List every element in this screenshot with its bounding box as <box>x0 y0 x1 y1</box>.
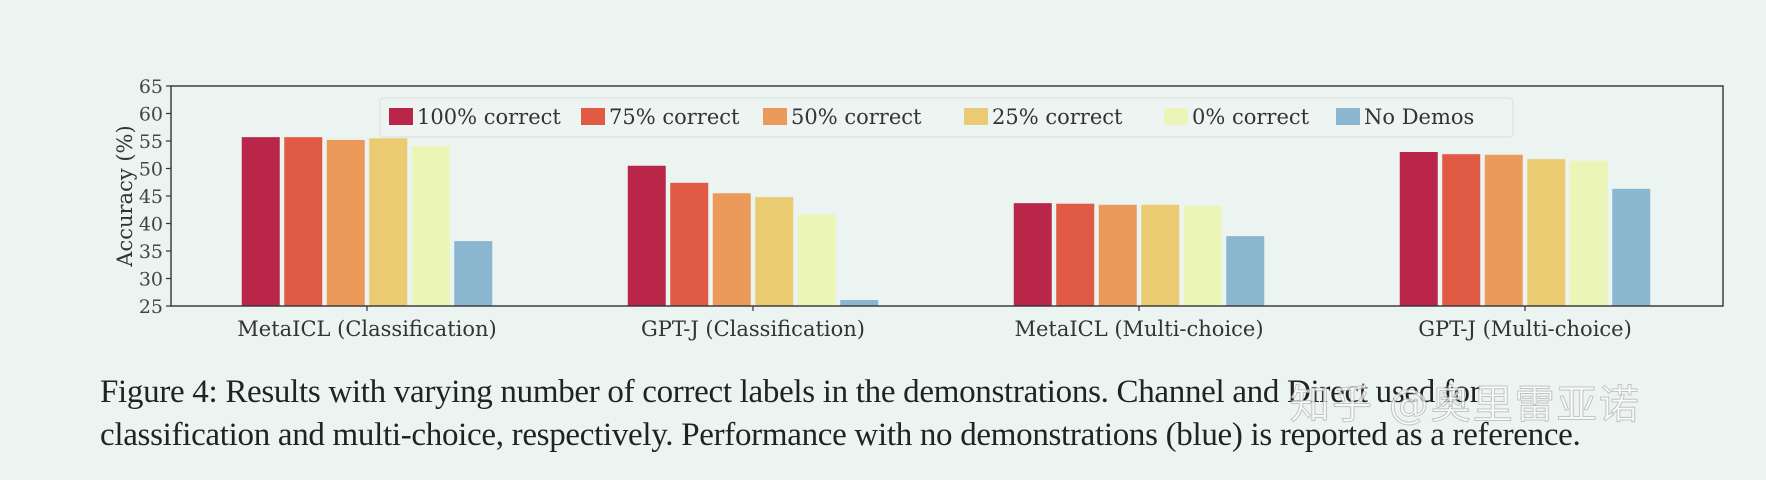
bar <box>1056 203 1095 306</box>
bar <box>1569 160 1608 306</box>
legend-swatch <box>389 108 413 125</box>
bar <box>1141 204 1180 306</box>
legend-label: 50% correct <box>791 105 922 129</box>
watermark: 知乎 @奥里雷亚诺 <box>1290 382 1641 429</box>
bar <box>627 165 666 306</box>
y-tick-label: 50 <box>139 159 163 181</box>
y-tick-label: 55 <box>139 131 163 153</box>
legend-swatch <box>964 108 988 125</box>
bar <box>284 137 323 306</box>
bar <box>1612 188 1651 306</box>
bar <box>454 241 493 306</box>
bar <box>670 182 709 306</box>
caption-line-2: classification and multi-choice, respect… <box>100 417 1581 453</box>
legend-label: No Demos <box>1364 105 1474 129</box>
bar <box>1226 236 1265 306</box>
y-tick-label: 65 <box>139 76 163 98</box>
bar <box>712 193 751 306</box>
y-axis-label: Accuracy (%) <box>113 125 137 267</box>
y-tick-label: 45 <box>139 186 163 208</box>
legend-label: 100% correct <box>417 105 561 129</box>
bar <box>1442 154 1481 306</box>
legend-swatch <box>1336 108 1360 125</box>
y-tick-label: 30 <box>139 269 163 291</box>
legend-label: 75% correct <box>609 105 740 129</box>
legend-swatch <box>581 108 605 125</box>
legend-swatch <box>763 108 787 125</box>
caption-line-1: Figure 4: Results with varying number of… <box>100 374 1481 410</box>
x-tick-label: MetaICL (Classification) <box>237 317 496 341</box>
x-tick-label: GPT-J (Classification) <box>641 317 865 341</box>
bar <box>1527 159 1566 306</box>
legend-label: 0% correct <box>1192 105 1310 129</box>
bar <box>1183 205 1222 306</box>
bar <box>840 299 879 306</box>
bar <box>755 197 794 306</box>
legend <box>379 97 1514 138</box>
bar <box>326 139 365 306</box>
x-tick-label: GPT-J (Multi-choice) <box>1418 317 1632 341</box>
legend-label: 25% correct <box>992 105 1123 129</box>
bar-chart: MetaICL (Classification) GPT-J (Classific… <box>113 76 1724 341</box>
bar <box>797 214 836 306</box>
bar <box>1399 152 1438 306</box>
bar <box>1484 154 1523 306</box>
y-tick-label: 60 <box>139 104 163 126</box>
y-tick-label: 40 <box>139 214 163 236</box>
y-tick-label: 35 <box>139 241 163 263</box>
bar <box>369 138 408 306</box>
x-tick-label: MetaICL (Multi-choice) <box>1014 317 1263 341</box>
legend-swatch <box>1164 108 1188 125</box>
y-tick-label: 25 <box>139 296 163 318</box>
figure-caption: Figure 4: Results with varying number of… <box>100 371 1740 457</box>
bar <box>1013 203 1052 306</box>
bar <box>241 137 280 306</box>
bar <box>1098 204 1137 306</box>
bar <box>411 145 450 306</box>
